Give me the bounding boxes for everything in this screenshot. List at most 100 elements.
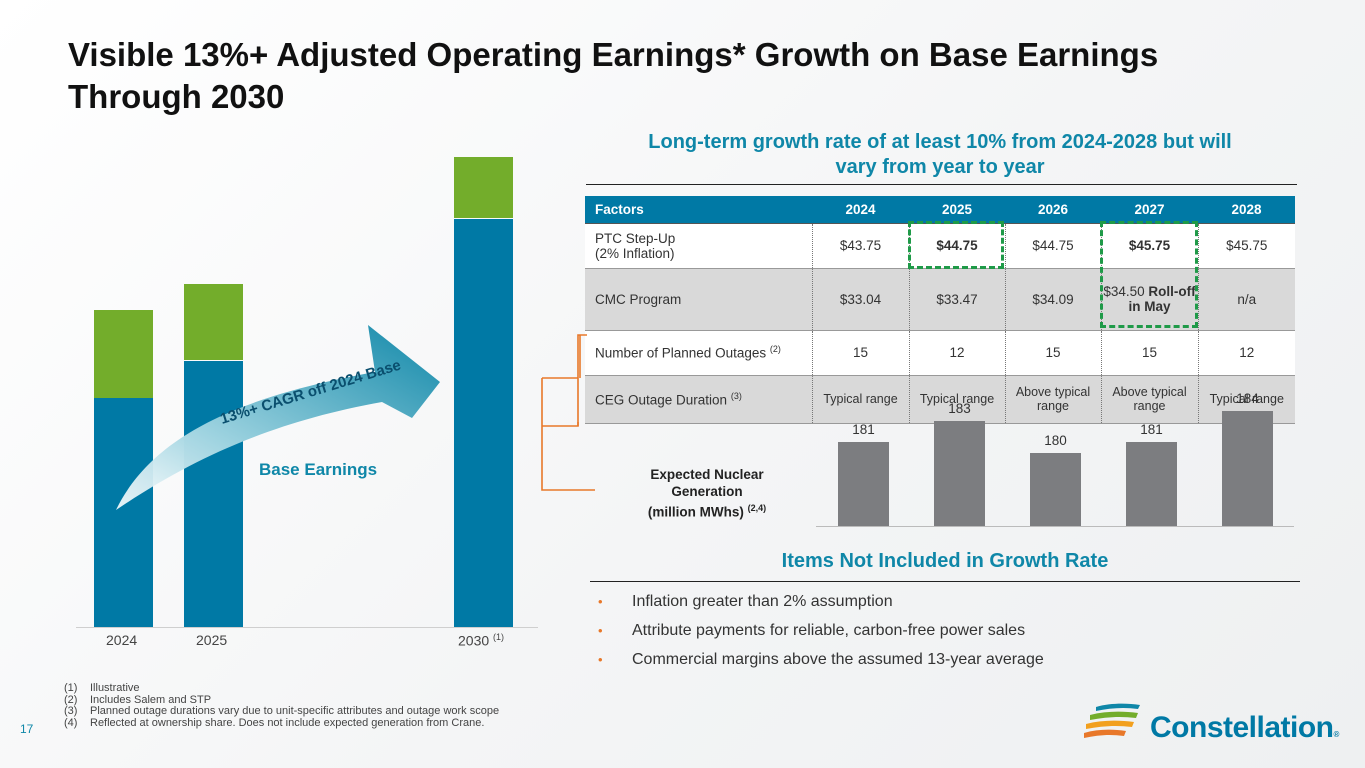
nuclear-label-line3: (million MWhs) (647, 504, 744, 520)
generation-value-label: 181 (852, 422, 875, 437)
footnote-num: (1) (64, 682, 78, 694)
x-axis-line (76, 627, 538, 628)
constellation-logo: Constellation® (1082, 701, 1342, 747)
row-label-outages-text: Number of Planned Outages (595, 345, 767, 361)
footnote-text: Illustrative (90, 682, 140, 694)
generation-bar-2025 (934, 421, 985, 526)
cagr-arrow: 13%+ CAGR off 2024 Base (116, 325, 440, 510)
bar-2025 (184, 284, 243, 627)
table-cell: Typical range (811, 375, 909, 424)
table-cell: Above typical range (1100, 375, 1198, 424)
x-label-2030: 2030 (1) (458, 632, 504, 649)
list-item-text: Inflation greater than 2% assumption (632, 593, 893, 610)
bar-2025-growth-segment (184, 284, 243, 360)
list-item: • Attribute payments for reliable, carbon… (598, 621, 1044, 650)
table-cell: $43.75 (811, 223, 909, 269)
row-label-cmc: CMC Program (585, 268, 812, 331)
footnote-num: (3) (64, 705, 78, 718)
table-cell: 15 (1100, 330, 1198, 376)
cmc-2027-value: $34.50 (1103, 284, 1145, 299)
footnote-text: Reflected at ownership share. Does not i… (90, 716, 485, 729)
generation-bar-2028 (1222, 410, 1273, 526)
row-label-ptc-line2: (2% Inflation) (595, 245, 675, 261)
generation-bar-2027 (1126, 442, 1177, 526)
col-header-2026: 2026 (1005, 196, 1101, 224)
table-cell: 12 (908, 330, 1005, 376)
table-cell: 15 (811, 330, 909, 376)
highlight-box-2025 (908, 221, 1004, 269)
logo-reg: ® (1333, 730, 1340, 739)
footnote: (2) Includes Salem and STP (64, 693, 499, 707)
generation-value-label: 183 (948, 401, 971, 416)
row-label-outages-sup: (2) (769, 344, 781, 355)
list-item: • Commercial margins above the assumed 13… (598, 650, 1044, 679)
footnote-text: Planned outage durations vary due to uni… (90, 705, 500, 718)
list-item-text: Commercial margins above the assumed 13-… (632, 651, 1044, 668)
x-label-2025: 2025 (196, 632, 228, 648)
table-cell: Typical range (908, 375, 1005, 424)
bar-2025-base-segment (184, 361, 243, 627)
cmc-2027-note: Roll-off in May (1128, 284, 1196, 314)
list-item-text: Attribute payments for reliable, carbon-… (632, 622, 1026, 639)
growth-rate-heading: Long-term growth rate of at least 10% fr… (600, 130, 1280, 180)
generation-bar-2024 (838, 442, 889, 526)
not-included-heading: Items Not Included in Growth Rate (781, 550, 1109, 572)
table-cell: $45.75 (1197, 223, 1295, 269)
table-cell: 12 (1197, 330, 1295, 376)
slide-title-line1: Visible 13%+ Adjusted Operating Earnings… (68, 36, 1159, 73)
page-number: 17 (20, 722, 34, 736)
table-cell: n/a (1197, 268, 1295, 331)
col-header-2028: 2028 (1198, 196, 1295, 224)
col-header-2024: 2024 (812, 196, 909, 224)
logo-name: Constellation (1150, 711, 1334, 744)
bar-2030-growth-segment (454, 157, 513, 218)
bracket-connector (541, 334, 595, 491)
col-header-factors: Factors (585, 196, 812, 224)
footnote-num: (4) (64, 716, 78, 729)
factors-table: Factors 2024 2025 2026 2027 2028 PTC Ste… (585, 196, 1295, 424)
table-row-cmc: CMC Program $33.04 $33.47 $34.09 $34.50 … (585, 268, 1295, 331)
row-label-duration-text: CEG Outage Duration (595, 392, 728, 408)
footnote: (3) Planned outage durations vary due to … (64, 705, 500, 718)
generation-value-label: 180 (1044, 432, 1067, 448)
footnote: (1) Illustrative (64, 682, 499, 695)
footnote-text: Includes Salem and STP (90, 693, 212, 706)
table-cell: $33.47 (908, 268, 1005, 331)
not-included-list: • Inflation greater than 2% assumption • A… (598, 592, 1044, 679)
not-included-rule (590, 581, 1300, 582)
bar-2030 (454, 157, 513, 627)
footnote: (4) Reflected at ownership share. Does no… (64, 716, 499, 730)
row-label-ptc-line1: PTC Step-Up (595, 230, 676, 246)
x-label-2030-text: 2030 (458, 632, 490, 649)
table-cell: $34.09 (1004, 268, 1101, 331)
footnotes: (1) Illustrative (2) Includes Salem and ST… (64, 682, 500, 730)
table-cell-highlight: $44.75 (908, 223, 1005, 269)
growth-rate-heading-line2: vary from year to year (835, 156, 1045, 178)
col-header-2025: 2025 (909, 196, 1005, 224)
x-label-2030-sup: (1) (493, 632, 505, 642)
earnings-growth-chart: 2024 2025 2030 (1) 13%+ CAGR off 2024 Ba… (0, 0, 560, 660)
base-earnings-label: Base Earnings (259, 460, 378, 479)
slide-title: Visible 13%+ Adjusted Operating Earnings… (68, 34, 1268, 118)
generation-bar-2026 (1030, 452, 1081, 526)
table-row-duration: CEG Outage Duration (3) Typical range Ty… (585, 375, 1295, 424)
generation-axis-line (816, 526, 1294, 527)
col-header-2027: 2027 (1101, 196, 1198, 224)
nuclear-label-line1: Expected Nuclear (650, 467, 764, 482)
row-label-ptc: PTC Step-Up (2% Inflation) (585, 223, 812, 269)
bar-2030-base-segment (454, 219, 513, 627)
table-cell: Above typical range (1004, 375, 1101, 424)
list-item: • Inflation greater than 2% assumption (598, 592, 1044, 621)
constellation-logo-text: Constellation® (1150, 711, 1339, 745)
footnote-num: (2) (64, 693, 78, 706)
table-row-outages: Number of Planned Outages (2) 15 12 15 1… (585, 330, 1295, 376)
generation-value-label: 181 (1140, 422, 1163, 437)
constellation-logo-icon (1084, 703, 1140, 738)
row-label-outages: Number of Planned Outages (2) (585, 330, 812, 376)
bar-2024-growth-segment (94, 310, 153, 398)
nuclear-label-sup: (2,4) (747, 503, 767, 513)
table-cell-highlight: $34.50 Roll-off in May (1100, 268, 1198, 331)
nuclear-generation-label: Expected Nuclear Generation (million MWh… (632, 466, 782, 521)
bullet-icon: • (598, 652, 603, 667)
slide-title-line2: Through 2030 (68, 78, 285, 115)
